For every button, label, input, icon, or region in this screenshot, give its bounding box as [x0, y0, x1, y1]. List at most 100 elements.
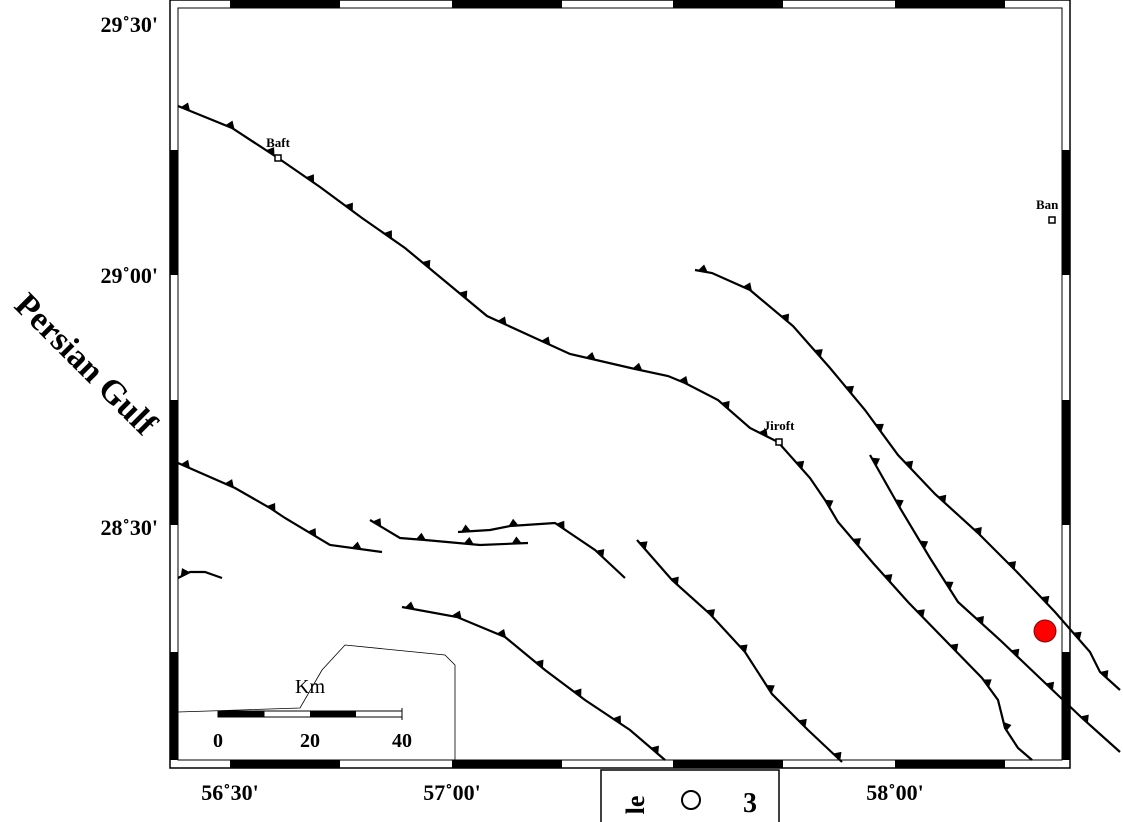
thrust-tooth — [1099, 670, 1109, 679]
thrust-tooth — [814, 349, 823, 358]
thrust-tooth — [871, 457, 881, 467]
thrust-tooth — [180, 459, 190, 469]
thrust-tooth — [766, 684, 775, 694]
fault-line — [694, 268, 1121, 691]
thrust-tooth — [937, 494, 947, 504]
thrust-tooth — [678, 375, 689, 385]
lon-label: 57˚00' — [423, 780, 480, 805]
sea-label: Persian Gulf — [7, 286, 164, 443]
lat-label: 29˚30' — [101, 12, 158, 37]
thrust-tooth — [904, 460, 914, 470]
legend-symbol — [681, 790, 701, 810]
thrust-tooth — [895, 499, 904, 509]
faults — [177, 102, 1121, 763]
thrust-tooth — [638, 541, 648, 550]
thrust-tooth — [595, 549, 605, 558]
thrust-tooth — [351, 541, 362, 550]
fault-line — [177, 570, 223, 580]
fault-line — [457, 521, 626, 579]
thrust-tooth — [415, 532, 426, 541]
city-marker — [775, 438, 783, 446]
thrust-tooth — [225, 120, 235, 130]
thrust-tooth — [852, 538, 861, 547]
city-marker — [1048, 216, 1056, 224]
thrust-tooth — [497, 316, 507, 325]
thrust-tooth — [383, 230, 392, 239]
event-marker — [1033, 619, 1057, 643]
thrust-tooth — [916, 609, 925, 618]
thrust-tooth — [670, 576, 679, 586]
thrust-tooth — [1010, 648, 1020, 658]
thrust-tooth — [742, 282, 752, 291]
thrust-tooth — [267, 502, 276, 512]
thrust-tooth — [344, 202, 353, 212]
thrust-tooth — [721, 400, 730, 410]
scale-label: 20 — [300, 730, 320, 752]
thrust-tooth — [458, 290, 468, 300]
lon-label: 56˚30' — [201, 780, 258, 805]
fault-line — [401, 605, 666, 761]
thrust-tooth — [883, 574, 893, 583]
thrust-tooth — [180, 568, 190, 577]
thrust-tooth — [535, 659, 544, 669]
thrust-tooth — [919, 540, 929, 550]
thrust-tooth — [875, 423, 884, 433]
lat-label: 28˚30' — [101, 515, 158, 540]
thrust-tooth — [1045, 681, 1055, 691]
thrust-tooth — [496, 629, 507, 638]
thrust-tooth — [556, 520, 565, 530]
thrust-tooth — [541, 336, 551, 345]
city-marker — [274, 154, 282, 162]
thrust-tooth — [983, 679, 992, 688]
thrust-tooth — [372, 518, 382, 527]
city-label: Ban — [1036, 197, 1059, 212]
thrust-tooth — [180, 102, 191, 111]
scale-unit: Km — [295, 676, 325, 698]
legend-value: 3 — [743, 788, 757, 819]
thrust-tooth — [573, 688, 582, 698]
thrust-tooth — [1040, 595, 1050, 605]
thrust-tooth — [824, 499, 834, 509]
fault-line — [177, 104, 1033, 761]
thrust-tooth — [697, 264, 708, 273]
fault-line — [869, 454, 1121, 753]
thrust-tooth — [758, 428, 768, 437]
thrust-tooth — [795, 460, 805, 470]
thrust-tooth — [612, 715, 621, 724]
legend-title: le — [621, 796, 650, 815]
thrust-tooth — [305, 174, 315, 183]
thrust-tooth — [585, 351, 596, 360]
thrust-tooth — [422, 259, 431, 269]
lon-label: 58˚00' — [866, 780, 923, 805]
city-label: Jiroft — [764, 418, 795, 433]
thrust-tooth — [845, 385, 854, 395]
thrust-tooth — [949, 643, 959, 653]
thrust-tooth — [833, 751, 842, 761]
thrust-tooth — [1007, 561, 1017, 570]
thrust-tooth — [460, 524, 471, 532]
thrust-tooth — [650, 745, 659, 755]
city-label: Baft — [266, 135, 291, 150]
map-inner-frame — [177, 7, 1063, 761]
thrust-tooth — [266, 147, 275, 156]
thrust-tooth — [944, 581, 954, 590]
thrust-tooth — [973, 526, 982, 536]
scale-label: 0 — [213, 730, 223, 752]
thrust-tooth — [511, 536, 522, 544]
thrust-tooth — [975, 616, 984, 625]
thrust-tooth — [739, 644, 748, 653]
map-frame — [169, 0, 1071, 769]
thrust-tooth — [798, 718, 807, 728]
thrust-tooth — [1003, 721, 1012, 732]
thrust-tooth — [706, 609, 715, 618]
scale-bar — [217, 708, 403, 720]
lat-label: 29˚00' — [101, 263, 158, 288]
thrust-tooth — [780, 313, 790, 323]
thrust-tooth — [508, 518, 519, 527]
scale-label: 40 — [392, 730, 412, 752]
coastline — [177, 644, 456, 768]
thrust-tooth — [632, 362, 643, 371]
thrust-tooth — [452, 610, 462, 619]
thrust-tooth — [463, 537, 474, 545]
